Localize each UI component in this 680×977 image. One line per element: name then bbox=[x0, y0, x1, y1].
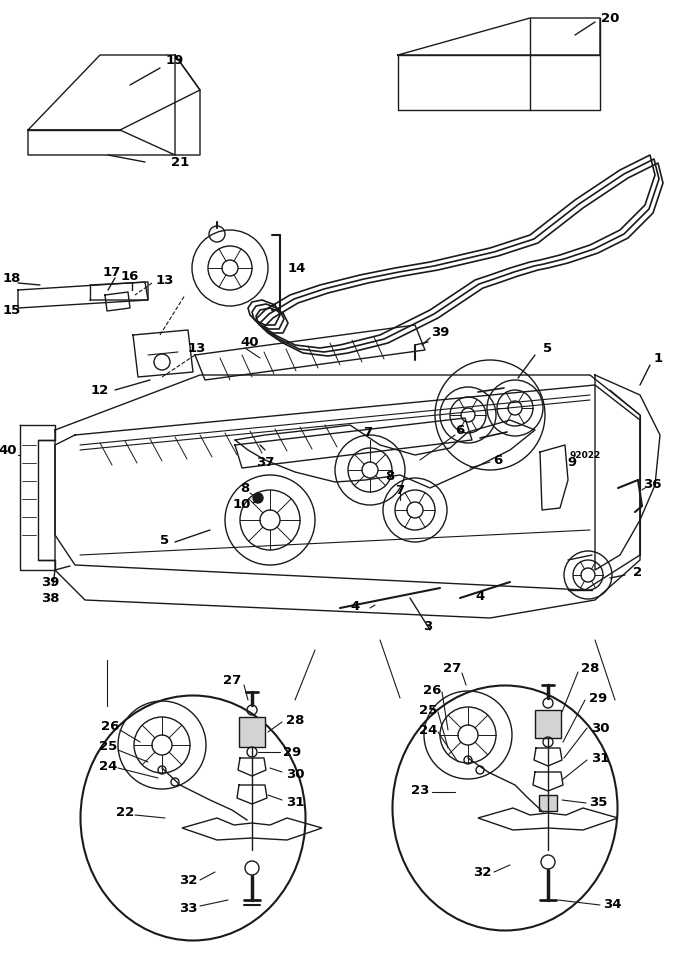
Text: 6: 6 bbox=[494, 453, 503, 466]
Text: 24: 24 bbox=[419, 724, 437, 737]
Text: 12: 12 bbox=[91, 384, 109, 397]
Text: 25: 25 bbox=[419, 703, 437, 716]
Text: 4: 4 bbox=[350, 601, 360, 614]
Text: 6: 6 bbox=[456, 423, 464, 437]
Text: 22: 22 bbox=[116, 805, 134, 819]
Text: 40: 40 bbox=[241, 335, 259, 349]
Text: 39: 39 bbox=[41, 575, 59, 588]
Text: 29: 29 bbox=[589, 692, 607, 704]
Text: 7: 7 bbox=[396, 484, 405, 496]
Text: 26: 26 bbox=[423, 684, 441, 697]
Text: 8: 8 bbox=[240, 482, 250, 494]
Text: 35: 35 bbox=[589, 795, 607, 809]
Text: 40: 40 bbox=[0, 444, 17, 456]
Text: 31: 31 bbox=[286, 795, 304, 809]
Text: 39: 39 bbox=[431, 325, 449, 338]
Text: 5: 5 bbox=[543, 342, 553, 355]
Text: 3: 3 bbox=[424, 620, 432, 633]
Text: 7: 7 bbox=[363, 426, 373, 439]
Text: 4: 4 bbox=[475, 590, 485, 604]
Text: 5: 5 bbox=[160, 533, 169, 546]
Text: 33: 33 bbox=[179, 902, 197, 914]
Text: 92022: 92022 bbox=[569, 451, 600, 460]
Text: 8: 8 bbox=[386, 470, 394, 483]
Text: 13: 13 bbox=[156, 274, 174, 286]
Text: 25: 25 bbox=[99, 741, 117, 753]
Text: 30: 30 bbox=[286, 769, 304, 782]
Text: 9: 9 bbox=[567, 455, 577, 469]
Text: 27: 27 bbox=[223, 673, 241, 687]
Text: 30: 30 bbox=[591, 721, 609, 735]
Text: 15: 15 bbox=[3, 304, 21, 317]
FancyBboxPatch shape bbox=[535, 710, 561, 738]
Circle shape bbox=[253, 493, 263, 503]
Text: 16: 16 bbox=[121, 271, 139, 283]
Text: 20: 20 bbox=[601, 12, 619, 24]
Text: 21: 21 bbox=[171, 155, 189, 168]
Text: 23: 23 bbox=[411, 784, 429, 796]
Text: 28: 28 bbox=[286, 713, 304, 727]
Text: 38: 38 bbox=[41, 591, 59, 605]
Text: 32: 32 bbox=[179, 873, 197, 886]
Text: 32: 32 bbox=[473, 866, 491, 878]
Text: 37: 37 bbox=[256, 455, 274, 469]
FancyBboxPatch shape bbox=[239, 717, 265, 747]
Text: 17: 17 bbox=[103, 266, 121, 278]
Text: 1: 1 bbox=[653, 352, 662, 364]
Text: 14: 14 bbox=[288, 262, 306, 275]
Text: 24: 24 bbox=[99, 759, 117, 773]
Text: 34: 34 bbox=[602, 899, 622, 912]
Text: 10: 10 bbox=[233, 498, 251, 512]
Text: 29: 29 bbox=[283, 745, 301, 758]
Text: 26: 26 bbox=[101, 720, 119, 734]
Text: 31: 31 bbox=[591, 751, 609, 764]
Text: 18: 18 bbox=[3, 272, 21, 284]
Text: 27: 27 bbox=[443, 661, 461, 674]
Text: 2: 2 bbox=[634, 567, 643, 579]
Text: 36: 36 bbox=[643, 479, 661, 491]
Text: 19: 19 bbox=[166, 54, 184, 66]
FancyBboxPatch shape bbox=[539, 795, 557, 811]
Text: 28: 28 bbox=[581, 661, 599, 674]
Text: 13: 13 bbox=[188, 342, 206, 355]
